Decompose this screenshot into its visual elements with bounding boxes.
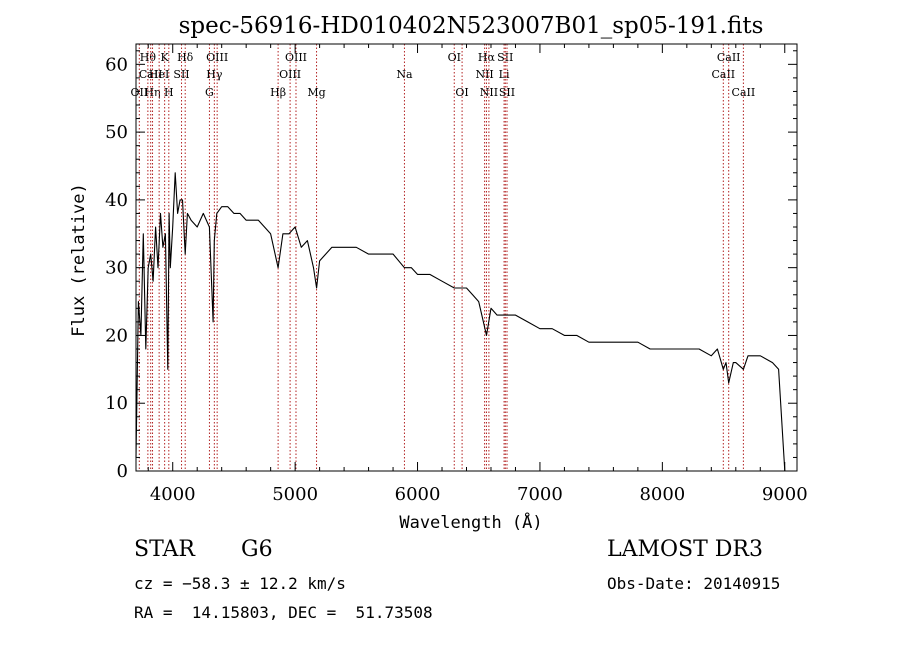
y-tick-label: 0 xyxy=(117,461,128,482)
y-tick-label: 30 xyxy=(105,258,128,279)
line-marker-label: Hθ xyxy=(140,51,157,64)
line-marker-label: OII xyxy=(130,86,148,99)
x-tick-label: 7000 xyxy=(517,484,563,505)
plot-frame xyxy=(135,43,798,472)
x-tick-label: 6000 xyxy=(395,484,441,505)
survey-name: LAMOST DR3 xyxy=(607,537,763,562)
object-subclass: G6 xyxy=(241,537,273,562)
line-marker-label: Na xyxy=(396,68,413,81)
line-marker-label: Li xyxy=(499,68,510,81)
line-marker-label: OI xyxy=(448,51,461,64)
line-marker-label: HeI xyxy=(149,68,169,81)
line-marker-label: SII xyxy=(497,51,513,64)
line-marker-label: Hα xyxy=(478,51,496,64)
line-marker-label: NII xyxy=(480,86,498,99)
y-tick-label: 20 xyxy=(105,325,128,346)
line-marker-label: CaII xyxy=(717,51,741,64)
line-marker-label: SII xyxy=(499,86,515,99)
line-marker-label: Mg xyxy=(307,86,325,99)
x-tick-label: 9000 xyxy=(762,484,808,505)
y-tick-label: 60 xyxy=(105,54,128,75)
line-marker-label: CaII xyxy=(732,86,756,99)
x-tick-label: 4000 xyxy=(150,484,196,505)
object-class: STAR xyxy=(134,537,195,562)
line-marker-label: OI xyxy=(455,86,468,99)
line-marker-label: Hγ xyxy=(206,68,223,81)
chart-title: spec-56916-HD010402N523007B01_sp05-191.f… xyxy=(179,13,764,39)
line-marker-label: CaII xyxy=(711,68,735,81)
line-marker-label: Hβ xyxy=(270,86,286,99)
line-marker-label: Hη xyxy=(144,86,160,99)
coordinates-readout: RA = 14.15803, DEC = 51.73508 xyxy=(134,603,433,622)
x-tick-label: 8000 xyxy=(639,484,685,505)
x-tick-label: 5000 xyxy=(272,484,318,505)
y-tick-label: 10 xyxy=(105,393,128,414)
spectrum-line xyxy=(135,172,786,472)
line-marker-label: K xyxy=(161,51,170,64)
line-marker-label: OIII xyxy=(206,51,228,64)
obs-date: Obs-Date: 20140915 xyxy=(607,574,781,593)
y-axis-label: Flux (relative) xyxy=(69,183,89,337)
line-marker-label: OIII xyxy=(279,68,301,81)
velocity-readout: cz = −58.3 ± 12.2 km/s xyxy=(134,574,346,593)
line-marker-label: H xyxy=(164,86,174,99)
y-tick-label: 50 xyxy=(105,122,128,143)
line-marker-label: CaII xyxy=(139,68,163,81)
line-marker-label: SII xyxy=(173,68,189,81)
x-axis-label: Wavelength (Å) xyxy=(399,511,542,533)
line-marker-label: Hδ xyxy=(177,51,194,64)
line-marker-label: NII xyxy=(475,68,493,81)
line-marker-label: G xyxy=(205,86,214,99)
line-marker-label: OIII xyxy=(285,51,307,64)
y-tick-label: 40 xyxy=(105,190,128,211)
